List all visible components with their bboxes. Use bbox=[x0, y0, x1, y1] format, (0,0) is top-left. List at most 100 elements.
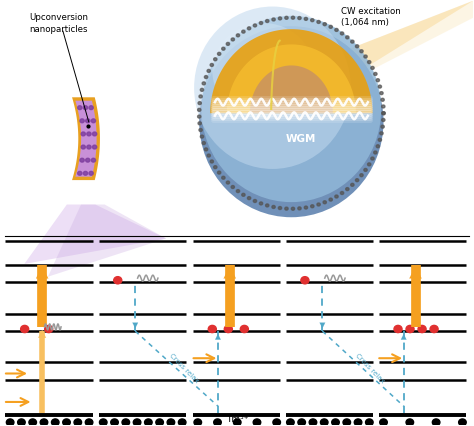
Circle shape bbox=[74, 419, 82, 426]
Circle shape bbox=[418, 325, 426, 333]
Circle shape bbox=[198, 102, 201, 105]
Ellipse shape bbox=[212, 23, 314, 118]
Circle shape bbox=[382, 105, 385, 108]
Polygon shape bbox=[24, 204, 166, 264]
Circle shape bbox=[292, 207, 295, 210]
Circle shape bbox=[292, 16, 295, 19]
Circle shape bbox=[332, 419, 339, 426]
Circle shape bbox=[199, 129, 202, 132]
Circle shape bbox=[222, 47, 225, 50]
Circle shape bbox=[351, 40, 354, 43]
Circle shape bbox=[78, 106, 82, 109]
Circle shape bbox=[202, 82, 205, 85]
Circle shape bbox=[329, 25, 332, 28]
Circle shape bbox=[87, 145, 91, 149]
Circle shape bbox=[18, 419, 25, 426]
Ellipse shape bbox=[194, 6, 351, 169]
Ellipse shape bbox=[201, 16, 381, 202]
Circle shape bbox=[382, 118, 385, 121]
Circle shape bbox=[432, 419, 440, 426]
Circle shape bbox=[360, 174, 363, 177]
Circle shape bbox=[374, 151, 377, 154]
Circle shape bbox=[178, 419, 186, 426]
Polygon shape bbox=[331, 1, 474, 77]
Circle shape bbox=[91, 158, 96, 162]
Circle shape bbox=[365, 419, 373, 426]
Circle shape bbox=[78, 171, 82, 175]
Circle shape bbox=[381, 125, 384, 128]
Circle shape bbox=[285, 16, 288, 19]
Circle shape bbox=[198, 115, 201, 118]
Circle shape bbox=[40, 419, 48, 426]
Circle shape bbox=[310, 19, 314, 22]
Circle shape bbox=[224, 325, 232, 333]
Circle shape bbox=[343, 419, 351, 426]
Circle shape bbox=[253, 24, 256, 27]
Circle shape bbox=[111, 419, 118, 426]
Circle shape bbox=[356, 45, 359, 48]
Circle shape bbox=[253, 199, 256, 202]
Circle shape bbox=[89, 106, 93, 109]
Circle shape bbox=[208, 325, 216, 333]
Circle shape bbox=[335, 29, 338, 32]
Circle shape bbox=[91, 119, 96, 123]
Circle shape bbox=[167, 419, 175, 426]
Circle shape bbox=[298, 17, 301, 20]
Circle shape bbox=[21, 325, 28, 333]
Circle shape bbox=[367, 163, 371, 166]
Circle shape bbox=[310, 205, 314, 208]
Circle shape bbox=[45, 325, 53, 333]
Circle shape bbox=[194, 419, 201, 426]
Circle shape bbox=[287, 419, 294, 426]
Circle shape bbox=[354, 419, 362, 426]
Circle shape bbox=[86, 158, 90, 162]
Circle shape bbox=[201, 135, 204, 138]
Circle shape bbox=[380, 419, 387, 426]
Circle shape bbox=[133, 419, 141, 426]
Circle shape bbox=[204, 148, 208, 151]
Circle shape bbox=[234, 419, 241, 426]
Circle shape bbox=[265, 204, 269, 207]
Circle shape bbox=[81, 145, 85, 149]
Circle shape bbox=[430, 325, 438, 333]
Circle shape bbox=[240, 325, 248, 333]
Circle shape bbox=[285, 207, 288, 210]
Text: Upconversion
nanoparticles: Upconversion nanoparticles bbox=[29, 14, 88, 34]
Circle shape bbox=[86, 119, 90, 123]
Ellipse shape bbox=[199, 26, 383, 217]
Circle shape bbox=[380, 92, 383, 95]
Circle shape bbox=[247, 27, 251, 30]
Polygon shape bbox=[72, 97, 100, 180]
Circle shape bbox=[381, 98, 384, 101]
Circle shape bbox=[80, 119, 84, 123]
Circle shape bbox=[382, 112, 385, 115]
Circle shape bbox=[198, 108, 201, 111]
Circle shape bbox=[340, 192, 344, 195]
Circle shape bbox=[346, 36, 349, 39]
Circle shape bbox=[247, 197, 251, 200]
Circle shape bbox=[214, 58, 217, 61]
Circle shape bbox=[394, 325, 402, 333]
Text: Cross relax: Cross relax bbox=[355, 353, 386, 385]
Circle shape bbox=[237, 34, 240, 37]
Circle shape bbox=[378, 85, 382, 88]
Circle shape bbox=[6, 419, 14, 426]
Circle shape bbox=[376, 145, 380, 148]
Text: Tm³⁺: Tm³⁺ bbox=[226, 415, 248, 424]
Circle shape bbox=[382, 112, 385, 115]
Circle shape bbox=[374, 72, 377, 75]
Circle shape bbox=[210, 160, 213, 163]
Circle shape bbox=[278, 207, 282, 210]
Circle shape bbox=[29, 419, 36, 426]
Circle shape bbox=[92, 145, 97, 149]
Circle shape bbox=[304, 206, 308, 209]
Circle shape bbox=[83, 171, 88, 175]
Circle shape bbox=[346, 187, 349, 190]
Polygon shape bbox=[210, 29, 373, 113]
Circle shape bbox=[100, 419, 107, 426]
Circle shape bbox=[304, 17, 308, 20]
Circle shape bbox=[364, 168, 367, 171]
Circle shape bbox=[199, 95, 202, 98]
Text: Cross relax: Cross relax bbox=[168, 353, 200, 385]
Circle shape bbox=[376, 79, 380, 82]
